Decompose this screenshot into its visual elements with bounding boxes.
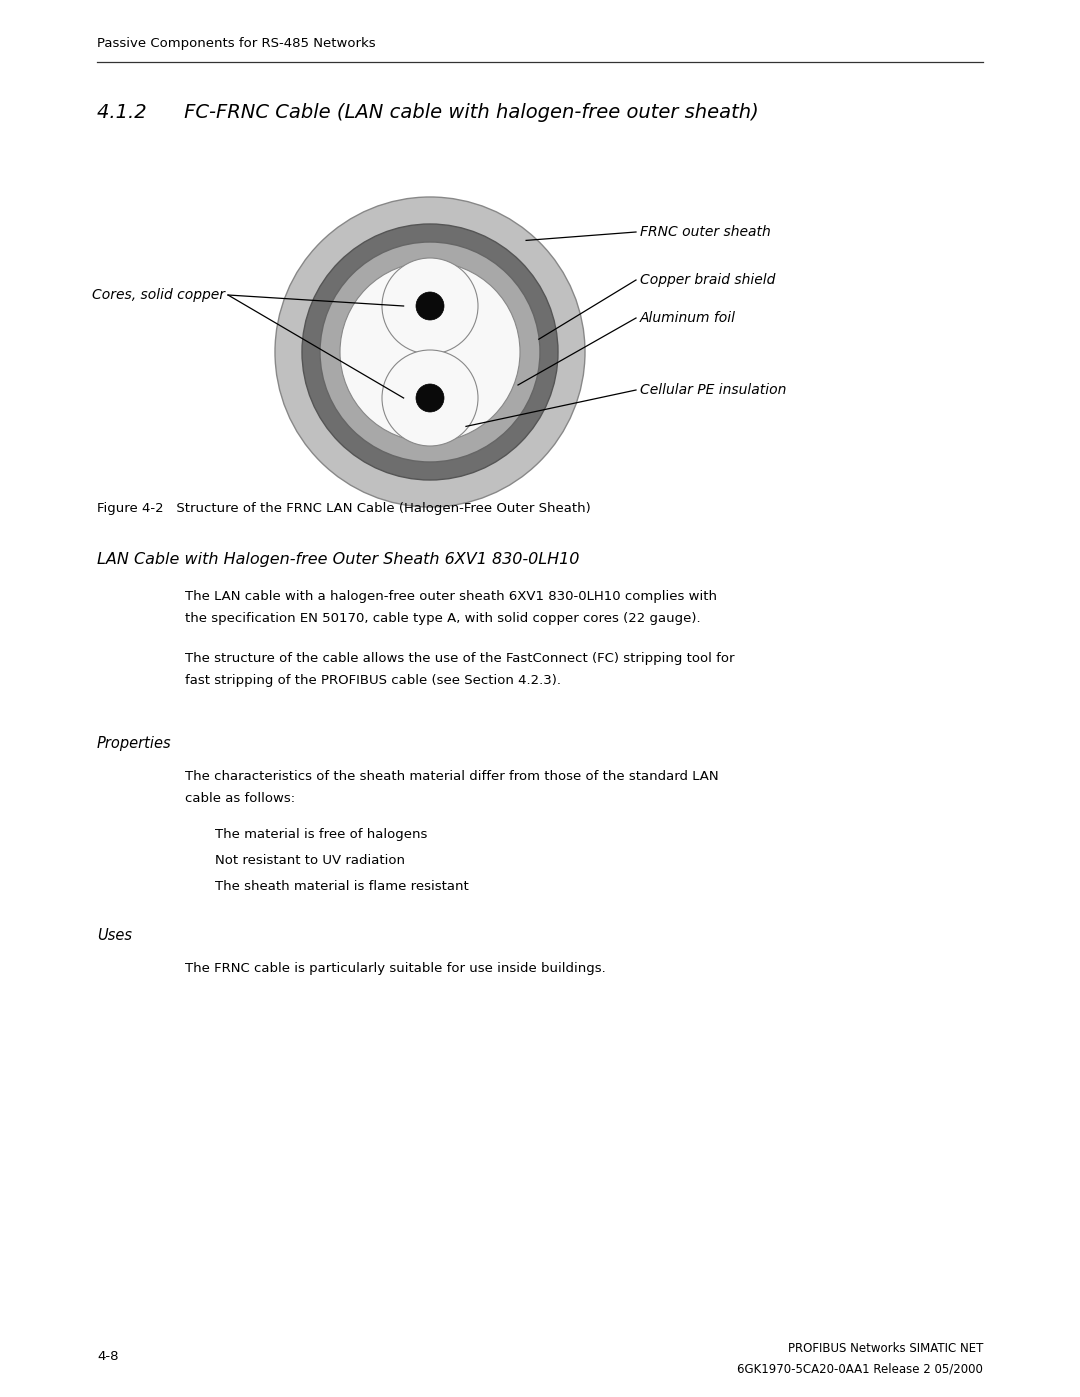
- Text: Copper braid shield: Copper braid shield: [640, 272, 775, 286]
- Ellipse shape: [275, 197, 585, 507]
- Text: The characteristics of the sheath material differ from those of the standard LAN: The characteristics of the sheath materi…: [185, 770, 718, 782]
- Text: The sheath material is flame resistant: The sheath material is flame resistant: [215, 880, 469, 893]
- Text: FRNC outer sheath: FRNC outer sheath: [640, 225, 771, 239]
- Ellipse shape: [340, 263, 519, 441]
- Text: 4-8: 4-8: [97, 1350, 119, 1363]
- Text: the specification EN 50170, cable type A, with solid copper cores (22 gauge).: the specification EN 50170, cable type A…: [185, 612, 701, 624]
- Text: Properties: Properties: [97, 736, 172, 752]
- Text: PROFIBUS Networks SIMATIC NET: PROFIBUS Networks SIMATIC NET: [787, 1343, 983, 1355]
- Ellipse shape: [320, 242, 540, 462]
- Text: Not resistant to UV radiation: Not resistant to UV radiation: [215, 854, 405, 868]
- Text: Figure 4-2   Structure of the FRNC LAN Cable (Halogen-Free Outer Sheath): Figure 4-2 Structure of the FRNC LAN Cab…: [97, 502, 591, 515]
- Text: cable as follows:: cable as follows:: [185, 792, 295, 805]
- Text: The LAN cable with a halogen-free outer sheath 6XV1 830-0LH10 complies with: The LAN cable with a halogen-free outer …: [185, 590, 717, 604]
- Ellipse shape: [302, 224, 558, 481]
- Text: 6GK1970-5CA20-0AA1 Release 2 05/2000: 6GK1970-5CA20-0AA1 Release 2 05/2000: [738, 1362, 983, 1375]
- Text: The material is free of halogens: The material is free of halogens: [215, 828, 428, 841]
- Text: Aluminum foil: Aluminum foil: [640, 312, 735, 326]
- Text: The structure of the cable allows the use of the FastConnect (FC) stripping tool: The structure of the cable allows the us…: [185, 652, 734, 665]
- Ellipse shape: [382, 351, 478, 446]
- Text: Cores, solid copper: Cores, solid copper: [92, 288, 225, 302]
- Ellipse shape: [416, 384, 444, 412]
- Text: Cellular PE insulation: Cellular PE insulation: [640, 383, 786, 397]
- Text: fast stripping of the PROFIBUS cable (see Section 4.2.3).: fast stripping of the PROFIBUS cable (se…: [185, 673, 561, 687]
- Text: LAN Cable with Halogen-free Outer Sheath 6XV1 830-0LH10: LAN Cable with Halogen-free Outer Sheath…: [97, 552, 579, 567]
- Text: Uses: Uses: [97, 928, 132, 943]
- Text: The FRNC cable is particularly suitable for use inside buildings.: The FRNC cable is particularly suitable …: [185, 963, 606, 975]
- Text: Passive Components for RS-485 Networks: Passive Components for RS-485 Networks: [97, 36, 376, 50]
- Ellipse shape: [416, 292, 444, 320]
- Ellipse shape: [382, 258, 478, 353]
- Text: 4.1.2      FC-FRNC Cable (LAN cable with halogen-free outer sheath): 4.1.2 FC-FRNC Cable (LAN cable with halo…: [97, 103, 759, 122]
